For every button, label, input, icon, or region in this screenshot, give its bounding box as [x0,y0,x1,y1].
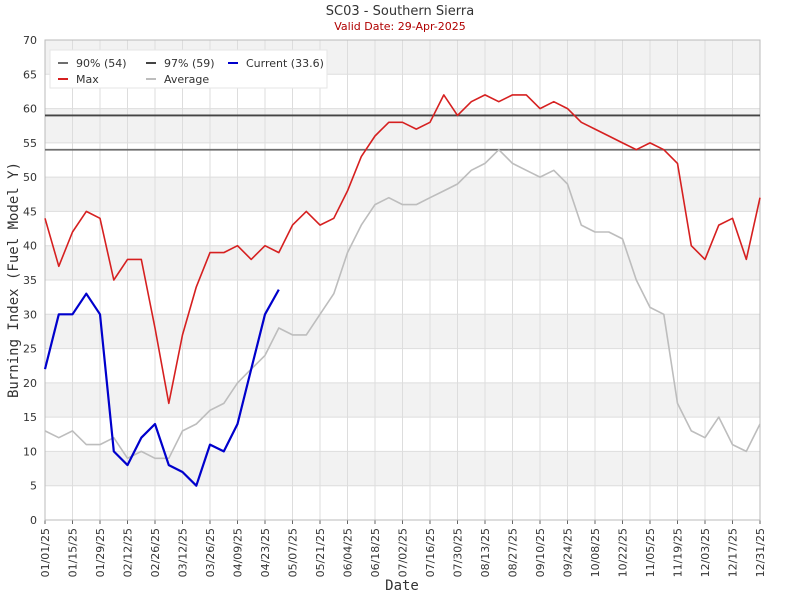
x-tick-label: 06/04/25 [342,528,355,577]
x-tick-label: 02/12/25 [122,528,135,577]
plot-border [44,39,761,521]
y-tick-label: 55 [23,137,37,150]
x-tick-label: 09/24/25 [562,528,575,577]
y-tick-label: 0 [30,514,37,527]
series-line [44,94,761,405]
legend-label: Average [164,73,209,86]
x-tick-label: 02/26/25 [149,528,162,577]
chart-title: SC03 - Southern Sierra [326,4,474,19]
y-tick-label: 50 [23,171,37,184]
y-tick-label: 25 [23,343,37,356]
y-tick-label: 15 [23,411,37,424]
legend-box [49,49,328,89]
x-tick-label: 07/16/25 [424,528,437,577]
y-tick-label: 70 [23,34,37,47]
y-tick-label: 30 [23,308,37,321]
x-tick-label: 08/27/25 [507,528,520,577]
y-axis-label: Burning Index (Fuel Model Y) [6,162,22,398]
y-tick-label: 20 [23,377,37,390]
x-tick-label: 03/12/25 [177,528,190,577]
y-tick-label: 60 [23,103,37,116]
y-tick-label: 10 [23,445,37,458]
x-tick-label: 08/13/25 [479,528,492,577]
series-line [43,289,280,487]
x-tick-label: 10/22/25 [617,528,630,577]
x-tick-label: 04/09/25 [232,528,245,577]
legend-label: Max [76,73,99,86]
x-tick-label: 07/30/25 [452,528,465,577]
y-tick-label: 5 [30,480,37,493]
x-tick-label: 12/31/25 [754,528,767,577]
x-tick-label: 09/10/25 [534,528,547,577]
legend-label: Current (33.6) [246,57,324,70]
x-tick-label: 01/15/25 [67,528,80,577]
x-tick-label: 06/18/25 [369,528,382,577]
x-tick-label: 11/19/25 [672,528,685,577]
y-tick-label: 35 [23,274,37,287]
legend-label: 90% (54) [76,57,127,70]
y-tick-label: 45 [23,205,37,218]
x-tick-label: 05/21/25 [314,528,327,577]
x-tick-label: 01/29/25 [94,528,107,577]
x-tick-label: 07/02/25 [397,528,410,577]
x-tick-label: 11/05/25 [644,528,657,577]
x-tick-label: 10/08/25 [589,528,602,577]
x-tick-label: 04/23/25 [259,528,272,577]
x-tick-label: 12/03/25 [699,528,712,577]
x-tick-label: 03/26/25 [204,528,217,577]
x-tick-label: 12/17/25 [727,528,740,577]
chart-subtitle: Valid Date: 29-Apr-2025 [334,20,466,33]
x-tick-label: 05/07/25 [287,528,300,577]
y-tick-label: 65 [23,68,37,81]
legend-label: 97% (59) [164,57,215,70]
y-tick-label: 40 [23,240,37,253]
x-axis-label: Date [385,578,419,594]
series-line [44,148,761,460]
x-tick-label: 01/01/25 [39,528,52,577]
